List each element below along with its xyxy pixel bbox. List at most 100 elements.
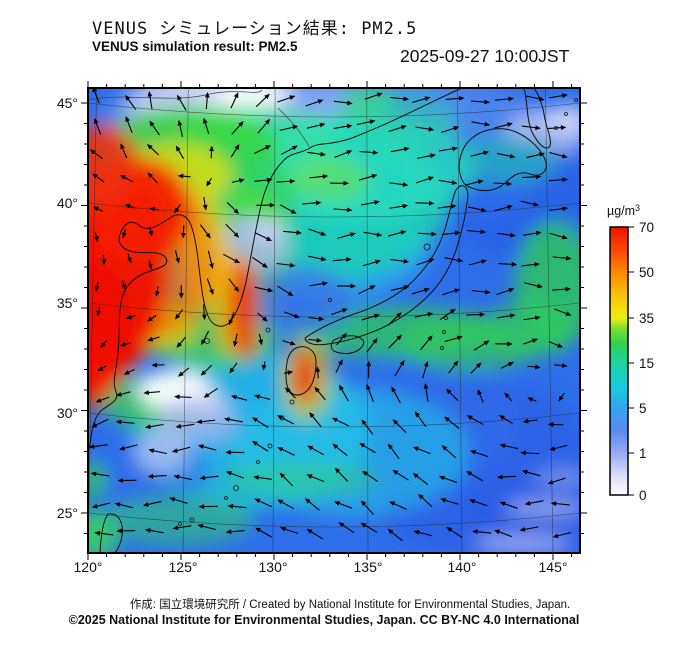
wind-arrow — [276, 178, 296, 184]
wind-arrow — [467, 229, 487, 235]
wind-arrow — [254, 232, 272, 241]
wind-arrow — [279, 204, 297, 214]
wind-arrow — [253, 475, 272, 480]
wind-arrow — [448, 360, 459, 374]
wind-arrow — [198, 504, 218, 509]
wind-arrow — [444, 257, 464, 263]
wind-arrow — [392, 419, 407, 434]
wind-arrow — [89, 149, 103, 160]
wind-arrow — [416, 258, 435, 266]
wind-arrow — [101, 254, 107, 266]
wind-arrow — [336, 332, 347, 346]
wind-arrow — [390, 258, 410, 264]
wind-arrow — [302, 200, 322, 206]
wind-arrow — [527, 364, 541, 370]
lon-tick-label: 125° — [169, 559, 198, 575]
wind-arrow — [334, 150, 353, 158]
wind-arrow — [177, 173, 191, 179]
wind-arrow — [390, 96, 410, 102]
wind-arrow — [175, 423, 195, 429]
wind-arrow — [304, 498, 320, 511]
wind-arrow — [332, 443, 348, 456]
wind-arrow — [363, 231, 383, 237]
wind-arrow — [225, 223, 240, 238]
wind-arrow — [446, 527, 463, 539]
wind-arrow — [466, 471, 483, 482]
wind-arrow — [423, 383, 429, 402]
wind-arrow — [309, 281, 329, 287]
wind-arrow — [361, 200, 380, 206]
wind-arrow — [144, 423, 164, 430]
wind-arrow — [115, 419, 135, 425]
wind-arrow — [413, 530, 433, 537]
colorbar-tick-label: 0 — [639, 488, 647, 503]
wind-arrow — [253, 145, 271, 155]
wind-arrow — [520, 450, 540, 456]
wind-arrow — [439, 146, 458, 152]
wind-arrow — [306, 528, 324, 540]
wind-arrow — [148, 227, 154, 237]
wind-arrow — [91, 502, 111, 509]
coastlines — [88, 88, 551, 553]
wind-arrow — [366, 384, 374, 402]
wind-arrow — [154, 286, 160, 297]
wind-arrow — [412, 473, 429, 485]
wind-arrow — [125, 314, 136, 320]
wind-arrow — [527, 397, 537, 402]
wind-arrow — [438, 475, 457, 483]
wind-arrow — [520, 200, 540, 207]
axis-ticks — [81, 81, 587, 560]
wind-arrow — [438, 179, 458, 185]
wind-arrow — [97, 365, 107, 372]
wind-arrow — [118, 444, 138, 451]
wind-arrow — [172, 525, 192, 531]
wind-arrow — [223, 417, 243, 423]
wind-arrow — [174, 204, 181, 214]
wind-arrow — [125, 94, 137, 110]
wind-arrow — [201, 304, 207, 321]
lat-tick-label: 25° — [57, 505, 78, 521]
wind-arrow — [261, 361, 267, 371]
wind-arrow — [524, 282, 543, 289]
wind-arrow — [123, 368, 135, 375]
wind-arrow — [470, 99, 490, 105]
wind-arrow — [523, 315, 541, 321]
wind-arrow — [552, 255, 572, 261]
wind-arrow — [331, 308, 348, 316]
wind-arrow — [497, 232, 516, 238]
wind-arrow — [276, 415, 295, 425]
wind-arrow — [122, 228, 127, 239]
wind-arrow — [360, 522, 378, 533]
wind-arrow — [309, 412, 322, 428]
colorbar-tick-label: 35 — [639, 311, 654, 326]
timestamp: 2025-09-27 10:00JST — [400, 46, 570, 66]
wind-arrow — [521, 262, 541, 267]
wind-arrow — [225, 471, 244, 479]
wind-arrow — [282, 340, 296, 346]
wind-arrow — [356, 119, 376, 126]
wind-arrow — [231, 121, 244, 135]
wind-arrow — [178, 285, 184, 299]
wind-arrow — [94, 530, 114, 536]
wind-arrow — [94, 281, 100, 292]
wind-arrow — [228, 312, 235, 326]
wind-arrow — [176, 94, 187, 111]
wind-arrow — [114, 502, 134, 509]
lon-tick-label: 120° — [74, 559, 103, 575]
colorbar-tick-label: 1 — [639, 446, 647, 461]
wind-arrow — [387, 443, 400, 460]
wind-arrow — [519, 526, 539, 532]
wind-arrow — [332, 257, 352, 262]
wind-arrow — [558, 392, 565, 402]
wind-arrow — [93, 232, 99, 243]
wind-arrow — [199, 224, 211, 239]
wind-arrow — [549, 206, 569, 212]
wind-arrow — [119, 341, 131, 347]
wind-arrow — [209, 145, 214, 159]
wind-arrow — [474, 340, 490, 351]
wind-arrow — [146, 314, 157, 322]
wind-arrow — [493, 181, 513, 187]
wind-arrow — [119, 175, 134, 183]
wind-arrow — [174, 250, 180, 264]
wind-arrow — [254, 394, 271, 400]
